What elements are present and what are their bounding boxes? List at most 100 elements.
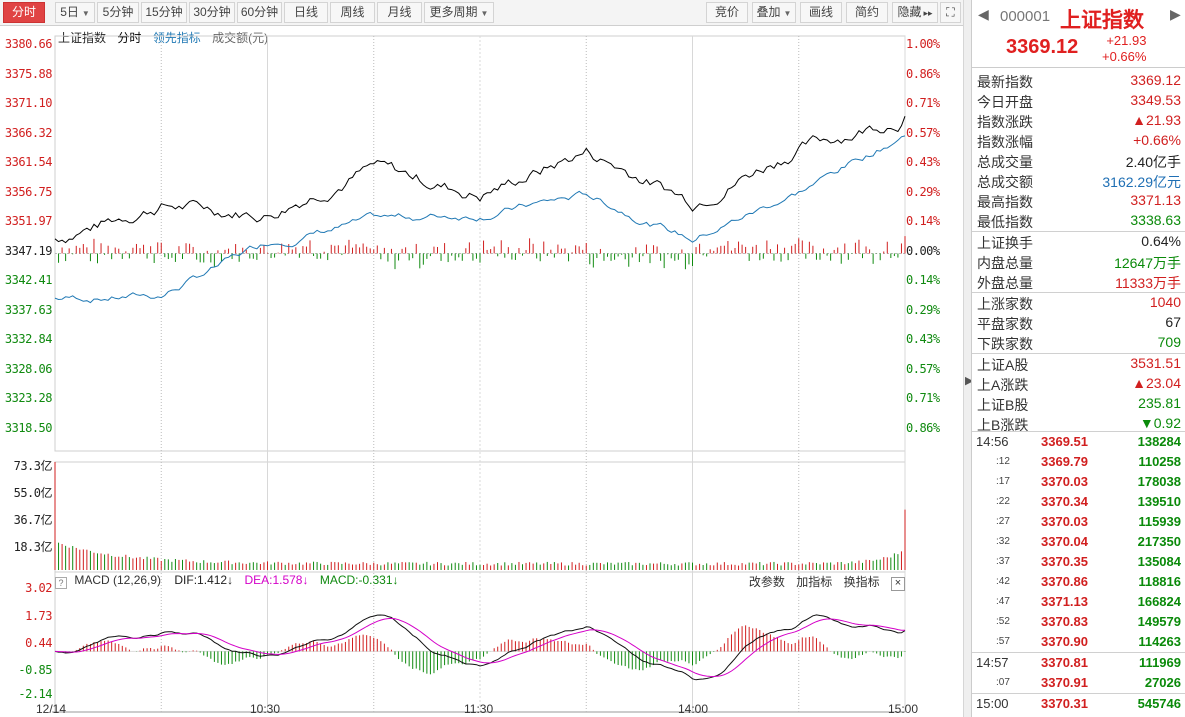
quote-key: 上证A股 [977, 357, 1029, 373]
price-axis-label: 3371.10 [4, 96, 53, 110]
period-tab-9[interactable]: 更多周期 ▼ [424, 2, 494, 23]
quote-key: 最低指数 [977, 214, 1033, 230]
switch-indicator-button[interactable]: 换指标 [843, 575, 880, 589]
add-indicator-button[interactable]: 加指标 [796, 575, 833, 589]
quote-value: 709 [1157, 334, 1181, 350]
tick-price: 3370.34 [1041, 494, 1088, 509]
tick-price: 3370.04 [1041, 534, 1088, 549]
tick-row: 14:56 3369.51 138284 [972, 432, 1185, 452]
quote-key: 总成交额 [977, 174, 1033, 190]
quote-row: 最新指数 3369.12 [972, 71, 1181, 91]
period-tab-5[interactable]: 60分钟 [237, 2, 282, 23]
quote-row: 内盘总量 12647万手 [972, 252, 1181, 272]
tick-price: 3370.91 [1041, 675, 1088, 690]
tick-price: 3370.03 [1041, 474, 1088, 489]
price-axis-label: 3328.06 [4, 361, 53, 376]
tick-row: :27 3370.03 115939 [972, 512, 1185, 532]
quote-value: +0.66% [1133, 132, 1181, 148]
tick-volume: 114263 [1138, 634, 1181, 649]
quote-value: 235.81 [1138, 395, 1181, 411]
quote-row: 上证换手 0.64% [972, 232, 1181, 252]
time-axis-label: 15:00 [888, 702, 919, 716]
tick-time: :17 [996, 476, 1010, 487]
tick-row: :57 3370.90 114263 [972, 632, 1185, 652]
dropdown-caret-icon: ▼ [783, 9, 792, 18]
price-axis-label: 3332.84 [4, 332, 53, 346]
help-icon[interactable]: ? [55, 577, 67, 589]
price-axis-label: 3342.41 [4, 273, 53, 287]
quote-row: 最低指数 3338.63 [972, 211, 1181, 231]
tick-volume: 138284 [1137, 434, 1181, 449]
macd-indicator-name[interactable]: MACD (12,26,9) [74, 573, 162, 587]
percent-axis-label: 0.14% [906, 214, 940, 228]
percent-axis-label: 1.00% [906, 37, 940, 51]
percent-axis-label: 0.14% [906, 273, 940, 287]
legend-index-name[interactable]: 上证指数 [58, 31, 107, 45]
quote-row: 下跌家数 709 [972, 333, 1181, 353]
price-change: +21.93 +0.66% [1102, 33, 1146, 65]
tick-row: :32 3370.04 217350 [972, 532, 1185, 552]
quote-key: 平盘家数 [977, 316, 1033, 332]
dropdown-caret-icon: ▼ [81, 9, 90, 18]
stock-code: 000001 [1000, 8, 1051, 25]
macd-dif-value: DIF:1.412↓ [174, 573, 234, 587]
period-tab-0[interactable]: 分时 [3, 2, 45, 23]
period-tab-3[interactable]: 15分钟 [141, 2, 187, 23]
volume-axis-label: 36.7亿 [13, 513, 53, 527]
legend-amount: 成交额(元) [212, 31, 269, 45]
macd-macd-value: MACD:-0.331↓ [319, 573, 399, 587]
price-axis-label: 3361.54 [4, 155, 53, 169]
period-tab-label: 分时 [11, 5, 36, 19]
quote-row: 总成交量 2.40亿手 [972, 151, 1181, 171]
quote-row: 指数涨跌 ▲21.93 [972, 111, 1181, 131]
legend-lead-indicator[interactable]: 领先指标 [152, 31, 201, 45]
macd-axis-label: -2.14 [18, 687, 52, 701]
period-tab-1[interactable]: 5日 ▼ [55, 2, 95, 23]
prev-stock-arrow-icon[interactable]: ◀ [978, 6, 989, 22]
expand-icon[interactable]: ⛶ [940, 2, 961, 23]
quote-key: 最新指数 [977, 74, 1033, 90]
macd-axis-label: 3.02 [25, 581, 52, 595]
separator [972, 353, 1185, 354]
quote-key: 上证B股 [977, 397, 1029, 413]
toolbar-right-1[interactable]: 叠加 ▼ [752, 2, 796, 23]
tick-time: 14:56 [976, 434, 1009, 449]
separator [972, 693, 1185, 694]
tick-row: :52 3370.83 149579 [972, 612, 1185, 632]
tick-price: 3370.86 [1041, 574, 1088, 589]
macd-axis-label: -0.85 [18, 663, 52, 677]
tick-volume: 135084 [1137, 554, 1181, 569]
price-axis-label: 3366.32 [4, 125, 53, 140]
toolbar-right-2[interactable]: 画线 [800, 2, 842, 23]
period-tab-label: 日线 [293, 5, 318, 19]
quote-value: 11333万手 [1115, 275, 1181, 291]
next-stock-arrow-icon[interactable]: ▶ [1170, 6, 1181, 22]
collapse-arrow-icon[interactable]: ▶ [965, 375, 974, 387]
tick-volume: 111969 [1139, 655, 1181, 670]
edit-params-button[interactable]: 改参数 [748, 575, 785, 589]
quote-header: ◀ 000001 上证指数 ▶ 3369.12 +21.93 +0.66% [972, 0, 1185, 68]
tick-time: :57 [996, 636, 1010, 647]
toolbar-right-4[interactable]: 隐藏 ▸▸ [892, 2, 938, 23]
intraday-chart[interactable] [0, 26, 963, 717]
period-tab-7[interactable]: 周线 [330, 2, 375, 23]
percent-axis-label: 0.29% [906, 302, 940, 317]
period-tab-2[interactable]: 5分钟 [97, 2, 139, 23]
quote-key: 上B涨跌 [977, 417, 1029, 433]
quote-key: 外盘总量 [977, 275, 1033, 291]
tick-volume: 545746 [1137, 696, 1181, 711]
quote-value: 1040 [1149, 294, 1181, 310]
tick-volume: 178038 [1137, 474, 1181, 489]
price-axis-label: 3380.66 [4, 37, 53, 51]
close-icon[interactable]: × [891, 577, 905, 591]
period-tab-4[interactable]: 30分钟 [189, 2, 235, 23]
macd-dea-line [54, 617, 906, 678]
period-tab-8[interactable]: 月线 [377, 2, 422, 23]
volume-axis-label: 55.0亿 [13, 486, 53, 500]
toolbar-right-0[interactable]: 竞价 [706, 2, 748, 23]
legend-mode: 分时 [117, 31, 142, 45]
toolbar-right-3[interactable]: 简约 [846, 2, 888, 23]
panel-splitter[interactable]: ▶ [963, 0, 974, 717]
period-tab-6[interactable]: 日线 [284, 2, 328, 23]
